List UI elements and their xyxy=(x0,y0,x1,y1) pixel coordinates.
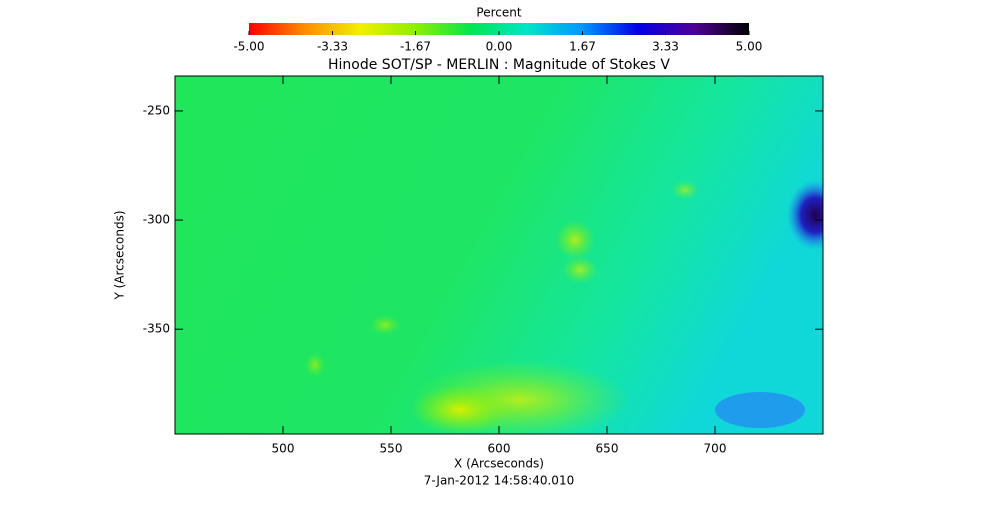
colorbar-tick-label: 0.00 xyxy=(486,40,513,54)
footer: 7-Jan-2012 14:58:40.010 xyxy=(424,474,574,488)
x-tick-label: 650 xyxy=(596,442,619,456)
x-tick-label: 500 xyxy=(272,442,295,456)
x-tick-label: 700 xyxy=(704,442,727,456)
colorbar-title: Percent xyxy=(476,6,521,20)
colorbar xyxy=(249,23,749,35)
y-axis-label: Y (Arcseconds) xyxy=(113,210,127,300)
x-tick-label: 550 xyxy=(380,442,403,456)
colorbar-tick-label: -5.00 xyxy=(233,40,264,54)
colorbar-tick-label: 3.33 xyxy=(652,40,679,54)
y-tick-label: -250 xyxy=(143,103,170,117)
colorbar-tick-label: 1.67 xyxy=(569,40,596,54)
colorbar-tick-label: -1.67 xyxy=(400,40,431,54)
x-axis-label: X (Arcseconds) xyxy=(454,457,544,471)
colorbar-tick-label: -3.33 xyxy=(317,40,348,54)
chart-title: Hinode SOT/SP - MERLIN : Magnitude of St… xyxy=(328,57,670,73)
image xyxy=(175,76,823,434)
y-tick-label: -350 xyxy=(143,322,170,336)
colorbar-tick-label: 5.00 xyxy=(736,40,763,54)
x-tick-label: 600 xyxy=(488,442,511,456)
y-tick-label: -300 xyxy=(143,213,170,227)
